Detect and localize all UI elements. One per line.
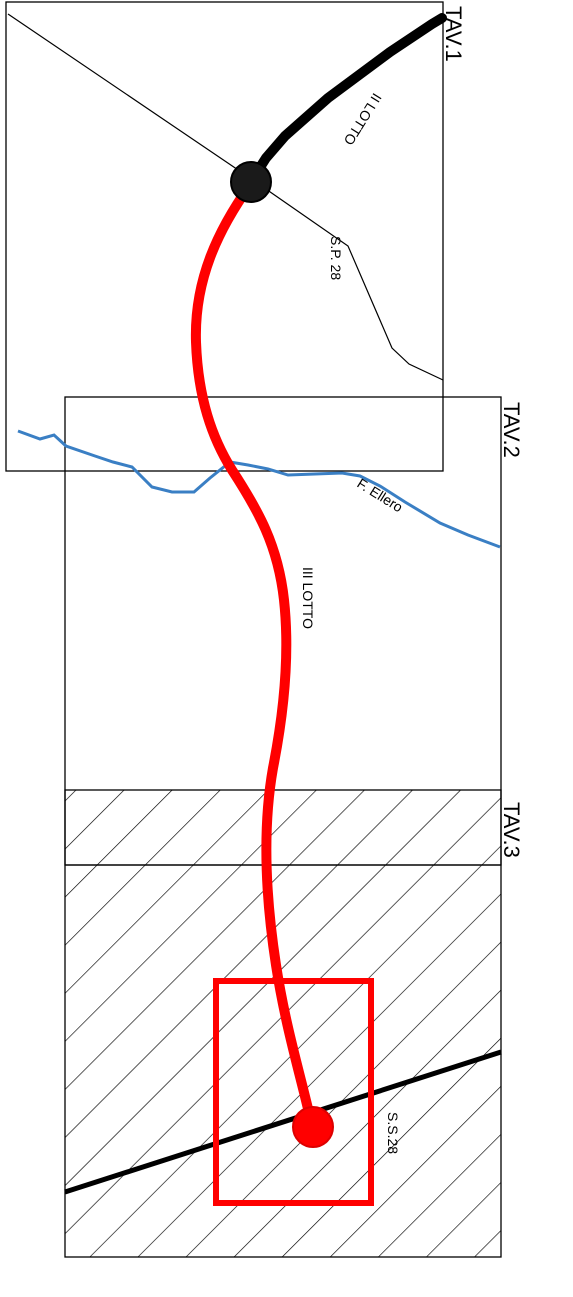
sheet-tav2 (64, 396, 502, 866)
tav2-label: TAV.2 (499, 402, 524, 458)
river-label: F. Ellero (354, 475, 406, 515)
route-lotto-2 (247, 13, 447, 185)
junction-node (230, 161, 272, 203)
ss28-road (64, 1049, 502, 1195)
river-ellero (17, 429, 501, 549)
tav1-label: TAV.1 (441, 6, 466, 62)
ss28-label: S.S.28 (385, 1112, 401, 1154)
endpoint-node (292, 1106, 334, 1148)
sp28-label: S.P. 28 (328, 236, 344, 280)
route-lotto-3 (190, 180, 317, 1131)
lotto-2-label: II LOTTO (341, 90, 385, 148)
sp28-road (7, 13, 444, 381)
detail-box (213, 978, 374, 1206)
sheet-tav1 (5, 1, 444, 472)
tav3-label: TAV.3 (499, 802, 524, 858)
lotto-3-label: III LOTTO (300, 567, 316, 629)
